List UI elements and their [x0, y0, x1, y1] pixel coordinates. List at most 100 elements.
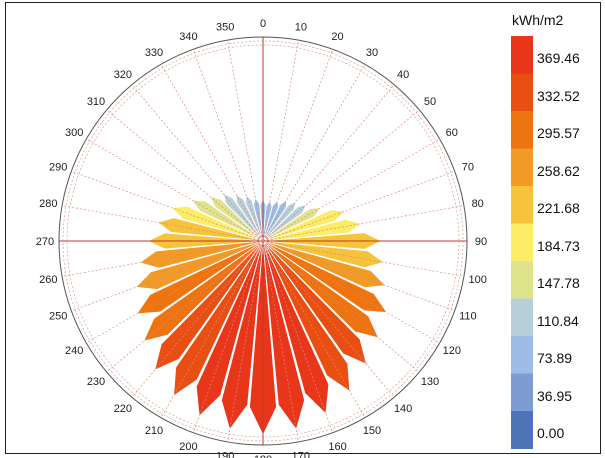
direction-label-120: 120	[443, 345, 461, 357]
petal-170	[262, 240, 305, 431]
direction-label-200: 200	[179, 441, 197, 453]
spoke-280	[62, 205, 264, 242]
spoke-310	[106, 109, 264, 242]
spoke-20	[262, 49, 334, 242]
petal-80	[262, 219, 362, 242]
petal-100	[262, 240, 385, 268]
legend-swatch-6	[511, 261, 533, 299]
direction-label-330: 330	[145, 47, 163, 59]
spoke-340	[192, 49, 264, 242]
spoke-300	[86, 138, 264, 242]
petal-250	[135, 240, 264, 290]
legend-swatch-1	[511, 73, 533, 112]
spoke-200	[192, 240, 264, 433]
spoke-290	[71, 170, 264, 242]
spoke-330	[160, 64, 264, 242]
direction-label-280: 280	[39, 198, 57, 210]
spoke-100	[262, 240, 464, 277]
direction-label-260: 260	[39, 274, 57, 286]
ring-2	[66, 44, 460, 438]
legend-tick-label: 221.68	[537, 200, 580, 216]
direction-label-10: 10	[295, 21, 307, 33]
direction-label-300: 300	[65, 127, 83, 139]
spoke-50	[262, 109, 420, 242]
direction-label-250: 250	[49, 311, 67, 323]
spoke-80	[262, 205, 464, 242]
spoke-10	[262, 40, 299, 242]
direction-label-240: 240	[65, 345, 83, 357]
direction-label-60: 60	[446, 127, 458, 139]
direction-label-270: 270	[36, 236, 54, 248]
legend-swatch-5	[511, 223, 533, 262]
petal-200	[196, 240, 264, 417]
legend-colorbar	[511, 36, 533, 449]
legend-tick-label: 184.73	[537, 237, 580, 254]
petal-350	[253, 197, 264, 242]
ring-1	[62, 40, 464, 442]
direction-label-70: 70	[462, 161, 474, 173]
legend-tick-label: 0.00	[537, 425, 565, 441]
petal-30	[262, 199, 287, 242]
spoke-240	[86, 240, 264, 344]
spoke-160	[262, 240, 334, 433]
spoke-140	[262, 240, 395, 398]
spoke-220	[131, 240, 264, 398]
legend-tick-label: 369.46	[537, 50, 580, 66]
direction-label-20: 20	[331, 31, 343, 43]
petal-160	[262, 240, 330, 415]
direction-label-30: 30	[366, 47, 378, 59]
direction-label-90: 90	[475, 236, 487, 248]
direction-label-230: 230	[87, 376, 105, 388]
legend-title: kWh/m2	[512, 12, 564, 28]
legend-tick-label: 147.78	[537, 275, 580, 291]
legend-tick-label: 332.52	[537, 87, 580, 104]
direction-label-350: 350	[216, 21, 234, 33]
spoke-110	[262, 240, 455, 312]
spoke-70	[262, 170, 455, 242]
direction-label-340: 340	[179, 31, 197, 43]
direction-label-40: 40	[397, 69, 409, 81]
spoke-130	[262, 240, 420, 373]
direction-labels-group: 0 10 20 30 40 50 60 70 80 90 100 110 120 130 140 150 160…	[36, 18, 487, 458]
spoke-150	[262, 240, 366, 418]
direction-label-320: 320	[114, 69, 132, 81]
direction-label-310: 310	[87, 96, 105, 108]
direction-label-150: 150	[363, 425, 381, 437]
legend-swatch-10	[511, 411, 533, 449]
direction-label-140: 140	[394, 403, 412, 415]
spoke-30	[262, 64, 366, 242]
legend-tick-label: 295.57	[537, 125, 580, 141]
legend-swatch-4	[511, 186, 533, 224]
direction-label-290: 290	[49, 161, 67, 173]
legend-swatch-7	[511, 298, 533, 337]
spoke-60	[262, 138, 440, 242]
legend-swatch-2	[511, 111, 533, 149]
petal-120	[262, 240, 388, 313]
spoke-230	[106, 240, 264, 373]
direction-label-50: 50	[424, 96, 436, 108]
spoke-320	[131, 84, 264, 242]
rings-group	[58, 36, 468, 446]
spoke-210	[160, 240, 264, 418]
legend-tick-label: 36.95	[537, 387, 573, 404]
spoke-350	[227, 40, 264, 242]
direction-label-110: 110	[459, 311, 477, 323]
legend-swatch-9	[511, 373, 533, 412]
petal-190	[221, 240, 264, 431]
petal-110	[262, 240, 386, 288]
direction-label-210: 210	[145, 425, 163, 437]
legend-swatch-3	[511, 148, 533, 187]
legend-tick-label: 110.84	[537, 312, 579, 329]
spoke-250	[71, 240, 264, 312]
spokes-group	[59, 37, 467, 445]
direction-label-80: 80	[472, 198, 484, 210]
direction-label-170: 170	[292, 451, 310, 458]
direction-label-180: 180	[254, 454, 272, 458]
spoke-260	[62, 240, 264, 277]
legend-tick-label: 73.89	[537, 350, 573, 366]
direction-label-100: 100	[469, 274, 487, 286]
legend-swatch-8	[511, 336, 533, 374]
direction-label-160: 160	[328, 441, 346, 453]
spoke-170	[262, 240, 299, 442]
